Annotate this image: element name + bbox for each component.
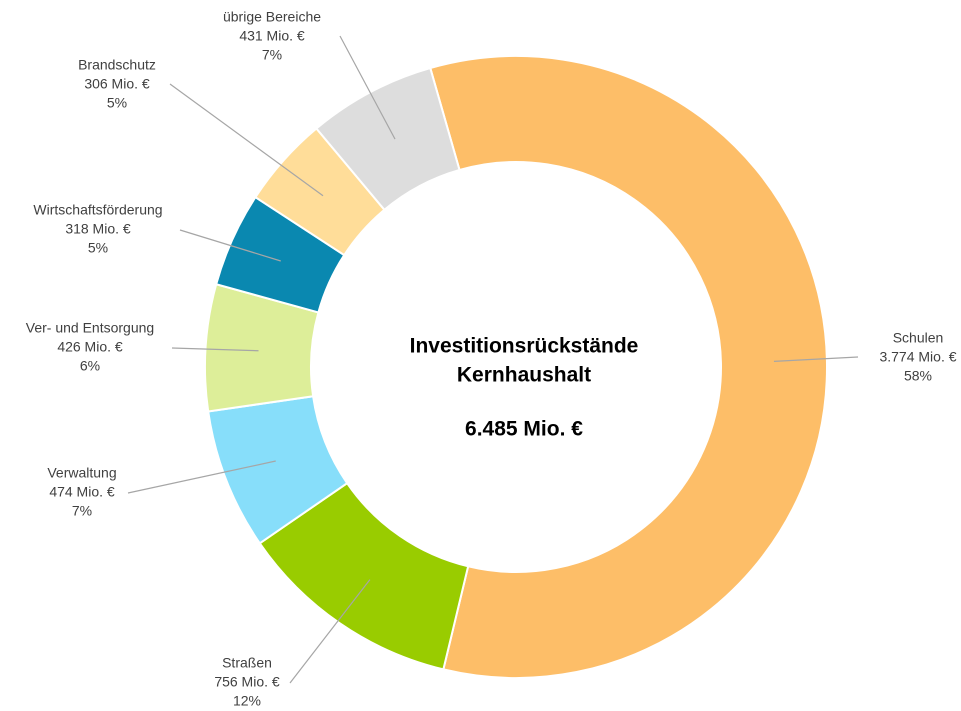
label-value: 3.774 Mio. € bbox=[879, 349, 956, 365]
leader-line bbox=[171, 347, 259, 352]
slices: Schulen 3.774 Mio. € 58% Straßen 756 Mio. € 1… bbox=[26, 9, 957, 709]
leader-line bbox=[169, 83, 324, 197]
label-value: 756 Mio. € bbox=[214, 674, 280, 690]
slice bbox=[314, 66, 461, 212]
label-percent: 5% bbox=[107, 95, 127, 111]
label-value: 306 Mio. € bbox=[84, 76, 150, 92]
label-name: Straßen bbox=[222, 655, 272, 671]
label-value: 426 Mio. € bbox=[57, 339, 123, 355]
label-name: Wirtschaftsförderung bbox=[33, 202, 162, 218]
label-name: Brandschutz bbox=[78, 57, 156, 73]
label-name: übrige Bereiche bbox=[223, 9, 321, 25]
label-name: Schulen bbox=[893, 330, 944, 346]
label-name: Ver- und Entsorgung bbox=[26, 320, 154, 336]
leader-line bbox=[127, 460, 276, 494]
leader-line bbox=[773, 356, 859, 362]
center-title: Kernhaushalt bbox=[457, 364, 591, 387]
label-value: 474 Mio. € bbox=[49, 484, 115, 500]
label-percent: 12% bbox=[233, 693, 261, 709]
label-percent: 6% bbox=[80, 358, 100, 374]
center-title: Investitionsrückstände bbox=[410, 335, 639, 358]
label-percent: 7% bbox=[72, 503, 92, 519]
label-value: 431 Mio. € bbox=[239, 28, 305, 44]
center-total: 6.485 Mio. € bbox=[465, 418, 583, 441]
label-value: 318 Mio. € bbox=[65, 221, 131, 237]
label-percent: 7% bbox=[262, 47, 282, 63]
leader-line bbox=[179, 229, 281, 262]
leader-line bbox=[339, 35, 396, 140]
leader-line bbox=[289, 579, 371, 684]
label-percent: 58% bbox=[904, 368, 932, 384]
slice bbox=[429, 55, 828, 679]
label-name: Verwaltung bbox=[47, 465, 116, 481]
label-percent: 5% bbox=[88, 240, 108, 256]
